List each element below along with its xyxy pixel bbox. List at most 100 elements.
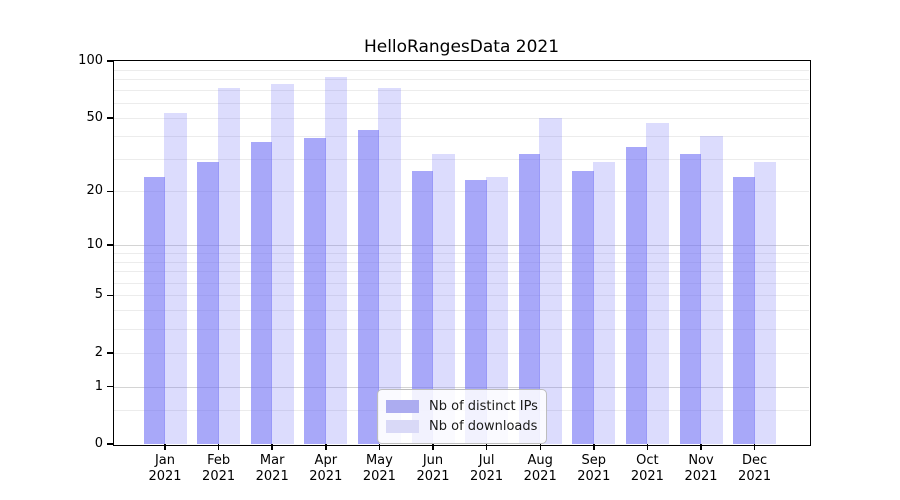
x-axis-tick bbox=[164, 444, 166, 450]
y-axis-tick bbox=[107, 190, 114, 193]
y-gridline-minor bbox=[114, 90, 809, 92]
x-label-year: 2021 bbox=[362, 468, 396, 484]
x-axis-tick bbox=[485, 444, 488, 450]
x-axis-tick-label: May 2021 bbox=[351, 453, 407, 484]
y-gridline-minor bbox=[114, 117, 809, 119]
x-axis-tick-label: Nov 2021 bbox=[673, 453, 729, 484]
x-axis-tick-label: Mar 2021 bbox=[244, 453, 300, 484]
x-label-month: Dec bbox=[742, 453, 768, 468]
legend-label-distinct-ips: Nb of distinct IPs bbox=[429, 398, 538, 414]
bar-downloads bbox=[646, 122, 669, 444]
y-axis-tick bbox=[107, 294, 114, 297]
x-axis-tick bbox=[378, 444, 381, 450]
y-axis-tick-label: 5 bbox=[94, 287, 103, 303]
x-label-month: Aug bbox=[527, 453, 553, 468]
x-label-month: Mar bbox=[259, 453, 285, 468]
x-label-year: 2021 bbox=[309, 468, 343, 484]
x-axis-tick bbox=[646, 444, 649, 450]
bar-downloads bbox=[539, 117, 562, 444]
bar-distinct-ips bbox=[197, 161, 219, 444]
bar-distinct-ips bbox=[304, 137, 326, 444]
x-label-month: Feb bbox=[207, 453, 231, 468]
y-axis-tick bbox=[107, 443, 114, 445]
x-axis-tick bbox=[539, 444, 541, 450]
x-label-year: 2021 bbox=[523, 468, 557, 484]
x-label-month: Apr bbox=[314, 453, 338, 468]
y-gridline-minor bbox=[114, 102, 809, 104]
y-gridline-minor bbox=[114, 79, 809, 81]
x-label-year: 2021 bbox=[470, 468, 504, 484]
x-label-month: Oct bbox=[636, 453, 659, 468]
y-gridline-minor bbox=[114, 329, 809, 330]
x-axis-tick-label: Oct 2021 bbox=[619, 453, 675, 484]
x-label-month: Jan bbox=[154, 453, 176, 468]
bar-downloads bbox=[217, 87, 241, 444]
x-axis-tick-label: Sep 2021 bbox=[566, 453, 622, 484]
y-axis-tick-label: 10 bbox=[86, 237, 103, 252]
y-gridline-minor bbox=[114, 282, 809, 284]
y-gridline-minor bbox=[114, 135, 809, 137]
bar-distinct-ips bbox=[250, 142, 273, 444]
legend-swatch-distinct-ips-icon bbox=[386, 399, 419, 413]
x-label-month: Sep bbox=[581, 453, 607, 468]
x-axis-tick-label: Aug 2021 bbox=[512, 453, 568, 484]
bar-distinct-ips bbox=[518, 153, 541, 444]
x-axis-tick bbox=[593, 444, 595, 450]
bar-downloads bbox=[432, 153, 455, 444]
x-label-year: 2021 bbox=[255, 468, 289, 484]
bar-downloads bbox=[485, 176, 509, 444]
x-axis-tick-label: Dec 2021 bbox=[727, 453, 783, 484]
x-label-year: 2021 bbox=[684, 468, 718, 484]
x-label-year: 2021 bbox=[202, 468, 236, 484]
x-label-month: Jun bbox=[422, 453, 444, 468]
y-axis-tick bbox=[107, 117, 114, 119]
x-axis-tick-label: Jul 2021 bbox=[459, 453, 515, 484]
y-axis-tick bbox=[107, 244, 114, 246]
legend-item-distinct-ips: Nb of distinct IPs bbox=[386, 396, 538, 416]
bar-downloads bbox=[164, 113, 187, 444]
bar-distinct-ips bbox=[143, 176, 165, 444]
x-axis-tick-label: Apr 2021 bbox=[298, 453, 354, 484]
x-label-month: Nov bbox=[688, 453, 714, 468]
bar-distinct-ips bbox=[679, 153, 701, 444]
bar-downloads bbox=[271, 83, 294, 444]
y-gridline-major bbox=[114, 386, 809, 388]
y-axis-tick-label: 1 bbox=[94, 378, 103, 394]
bar-distinct-ips bbox=[465, 180, 487, 444]
bar-downloads bbox=[753, 161, 777, 444]
legend-item-downloads: Nb of downloads bbox=[386, 416, 538, 436]
x-label-year: 2021 bbox=[577, 468, 611, 484]
y-axis-tick bbox=[107, 352, 114, 354]
legend-swatch-downloads-icon bbox=[386, 419, 419, 433]
y-axis-tick-label: 0 bbox=[94, 436, 103, 451]
y-gridline-minor bbox=[114, 159, 809, 160]
legend: Nb of distinct IPs Nb of downloads bbox=[377, 389, 547, 444]
y-gridline-minor bbox=[114, 69, 809, 71]
bar-distinct-ips bbox=[625, 146, 648, 444]
y-gridline-minor bbox=[114, 261, 809, 263]
x-axis-tick bbox=[700, 444, 702, 450]
x-axis-tick bbox=[217, 444, 220, 450]
x-axis-tick-label: Jan 2021 bbox=[137, 453, 193, 484]
x-axis-tick-label: Feb 2021 bbox=[191, 453, 247, 484]
legend-label-downloads: Nb of downloads bbox=[429, 418, 538, 434]
y-gridline-minor bbox=[114, 252, 809, 254]
y-gridline-minor bbox=[114, 271, 809, 273]
bar-downloads bbox=[324, 77, 348, 444]
bar-downloads bbox=[592, 161, 616, 444]
y-axis-tick-label: 100 bbox=[78, 53, 103, 68]
y-axis-tick-label: 20 bbox=[86, 183, 103, 199]
y-gridline-minor bbox=[114, 191, 809, 193]
y-gridline-minor bbox=[114, 310, 809, 312]
y-axis-tick bbox=[107, 60, 114, 62]
y-axis-tick-label: 2 bbox=[94, 344, 103, 360]
y-gridline-major bbox=[114, 245, 809, 246]
chart-title: HelloRangesData 2021 bbox=[363, 37, 560, 57]
bar-distinct-ips bbox=[733, 176, 755, 444]
bar-distinct-ips bbox=[411, 170, 433, 444]
bar-downloads bbox=[700, 135, 723, 444]
x-label-year: 2021 bbox=[416, 468, 450, 484]
y-axis-tick-label: 50 bbox=[86, 109, 103, 125]
x-axis-tick bbox=[325, 444, 327, 450]
